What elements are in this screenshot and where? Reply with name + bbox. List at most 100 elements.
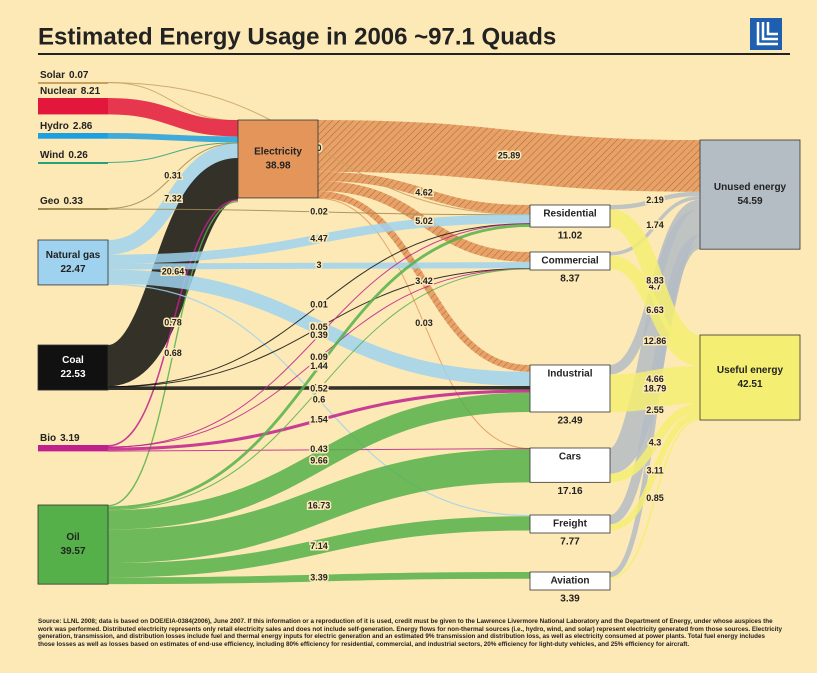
node bbox=[38, 208, 108, 210]
flow bbox=[107, 283, 531, 517]
node bbox=[529, 364, 611, 413]
flow bbox=[107, 268, 531, 388]
flow bbox=[107, 214, 531, 264]
node-value: 8.21 bbox=[81, 86, 101, 97]
node-name: Coal bbox=[62, 355, 84, 366]
flow-label: 3.42 bbox=[415, 276, 433, 286]
flow bbox=[107, 223, 531, 388]
flow bbox=[107, 448, 531, 564]
flow bbox=[107, 224, 531, 510]
flow bbox=[107, 223, 531, 448]
node-label: Wind 0.26 bbox=[40, 150, 88, 161]
flow-label: 2.19 bbox=[646, 195, 664, 205]
node-name: Nuclear bbox=[40, 86, 77, 97]
flow-label: 0 bbox=[316, 143, 321, 153]
flow-label: 0.31 bbox=[164, 170, 182, 180]
node-name: Bio bbox=[40, 433, 56, 444]
flow-label: 0.09 bbox=[310, 352, 328, 362]
flow-label: 3 bbox=[316, 260, 321, 270]
flow-label: 0.03 bbox=[415, 318, 433, 328]
node-name: Useful energy bbox=[717, 365, 784, 376]
node-name: Oil bbox=[66, 532, 80, 543]
flow bbox=[609, 255, 701, 366]
flow-label: 0.52 bbox=[310, 384, 328, 394]
flow bbox=[107, 268, 531, 448]
node bbox=[37, 504, 109, 585]
flow bbox=[609, 403, 701, 483]
node-value: 3.39 bbox=[560, 594, 580, 605]
node-name: Natural gas bbox=[46, 250, 101, 261]
flow bbox=[107, 82, 531, 216]
flow bbox=[609, 418, 701, 579]
flow-label: 0.68 bbox=[164, 348, 182, 358]
node bbox=[529, 204, 611, 228]
flow-label: 1.8 bbox=[313, 382, 326, 392]
node-value: 22.53 bbox=[60, 369, 85, 380]
flow-label: 4.62 bbox=[415, 187, 433, 197]
node-value: 17.16 bbox=[557, 486, 582, 497]
flow bbox=[609, 244, 701, 578]
flow-label: 0.6 bbox=[313, 394, 326, 404]
flow bbox=[609, 196, 701, 256]
node-value: 0.07 bbox=[69, 70, 89, 81]
node-value: 7.77 bbox=[560, 537, 580, 548]
flow-label: 4.47 bbox=[310, 233, 328, 243]
flow-label: 0.05 bbox=[310, 322, 328, 332]
node bbox=[529, 571, 611, 591]
node bbox=[529, 447, 611, 483]
flow bbox=[317, 197, 531, 449]
node-name: Freight bbox=[553, 519, 588, 530]
node-label: Solar 0.07 bbox=[40, 70, 89, 81]
node-value: 11.02 bbox=[558, 231, 583, 242]
node-value: 2.86 bbox=[73, 121, 93, 132]
flow bbox=[107, 516, 531, 578]
links bbox=[104, 82, 704, 585]
flow bbox=[609, 412, 701, 531]
node-label: Bio 3.19 bbox=[40, 433, 80, 444]
node bbox=[529, 514, 611, 534]
flow bbox=[107, 133, 239, 143]
flow-label: 1.44 bbox=[310, 361, 328, 371]
flow-hatch bbox=[317, 171, 531, 215]
node bbox=[38, 98, 108, 115]
node-name: Wind bbox=[40, 150, 64, 161]
node-value: 0.26 bbox=[68, 150, 88, 161]
flow-label: 2.55 bbox=[646, 405, 664, 415]
flow-label: 9.66 bbox=[310, 456, 328, 466]
node bbox=[37, 239, 109, 286]
flow-label: 16.73 bbox=[308, 500, 331, 510]
node-name: Aviation bbox=[550, 576, 589, 587]
node-value: 54.59 bbox=[737, 196, 762, 207]
flow-label: 3.39 bbox=[310, 572, 328, 582]
flow bbox=[107, 268, 531, 511]
node-label: Geo 0.33 bbox=[40, 196, 83, 207]
flow-label: 1.74 bbox=[646, 220, 664, 230]
node-name: Cars bbox=[559, 452, 582, 463]
flow-label: 3.11 bbox=[646, 466, 663, 476]
flow bbox=[107, 448, 531, 452]
node-name: Residential bbox=[543, 209, 597, 220]
flow bbox=[107, 142, 239, 163]
node-name: Commercial bbox=[541, 256, 598, 267]
node bbox=[37, 344, 109, 391]
node-value: 8.37 bbox=[560, 274, 580, 285]
node-name: Industrial bbox=[547, 369, 592, 380]
node-name: Solar bbox=[40, 70, 65, 81]
flow-label: 18.79 bbox=[644, 383, 667, 393]
flow bbox=[609, 191, 701, 210]
flow-label: 25.89 bbox=[498, 150, 521, 160]
flow bbox=[107, 392, 531, 530]
node bbox=[699, 139, 801, 250]
flow bbox=[107, 98, 239, 137]
flow-label: 5.02 bbox=[415, 216, 433, 226]
node-name: Hydro bbox=[40, 121, 69, 132]
node-value: 3.19 bbox=[60, 433, 80, 444]
footnote: Source: LLNL 2008; data is based on DOE/… bbox=[38, 618, 782, 648]
node-value: 38.98 bbox=[265, 161, 290, 172]
node bbox=[38, 82, 108, 84]
node bbox=[699, 334, 801, 421]
node-value: 0.33 bbox=[63, 196, 83, 207]
flow bbox=[107, 389, 531, 451]
node bbox=[38, 133, 108, 139]
